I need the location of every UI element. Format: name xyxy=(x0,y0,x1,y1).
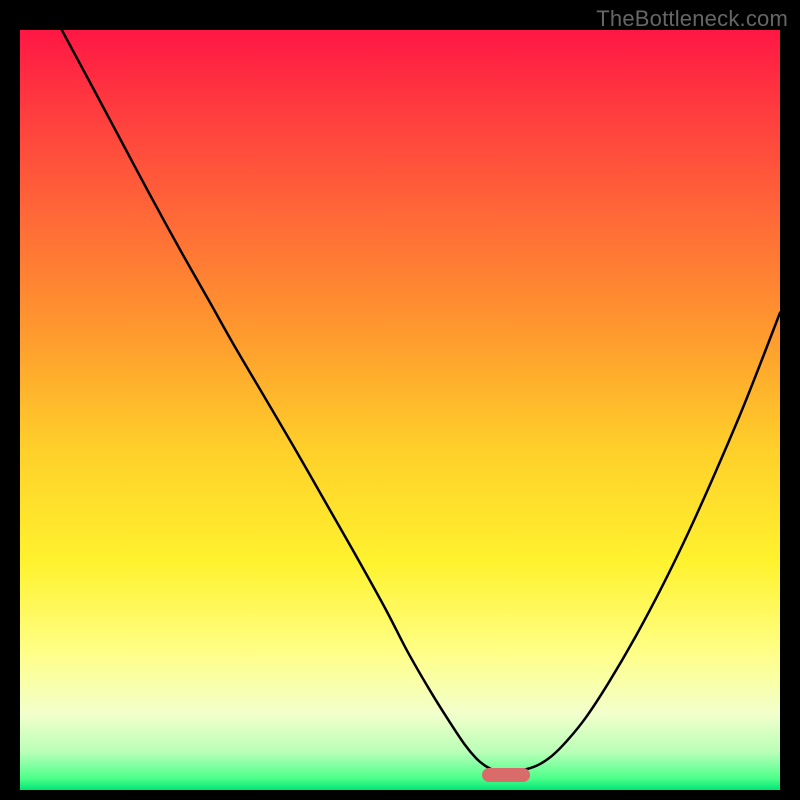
chart-curve xyxy=(20,30,780,790)
chart-minimum-marker xyxy=(482,768,530,782)
chart-frame xyxy=(20,30,780,790)
watermark-text: TheBottleneck.com xyxy=(596,6,788,32)
